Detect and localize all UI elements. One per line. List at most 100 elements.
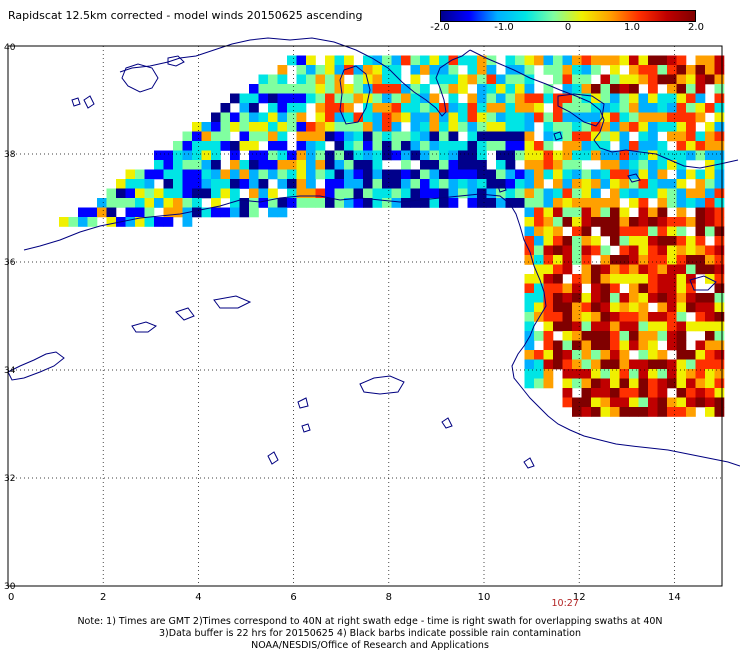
wind-cell bbox=[296, 65, 307, 75]
wind-cell bbox=[458, 169, 468, 180]
wind-cell bbox=[657, 188, 668, 199]
wind-cell bbox=[78, 217, 88, 227]
wind-cell bbox=[657, 217, 668, 227]
wind-cell bbox=[249, 179, 259, 189]
wind-cell bbox=[562, 293, 573, 303]
wind-cell bbox=[344, 65, 354, 75]
wind-cell bbox=[695, 245, 706, 256]
wind-cell bbox=[486, 74, 497, 85]
wind-cell bbox=[714, 65, 725, 75]
wind-cell bbox=[325, 55, 335, 66]
wind-cell bbox=[714, 217, 725, 227]
wind-cell bbox=[534, 179, 544, 189]
wind-cell bbox=[619, 112, 630, 123]
x-tick-label: 2 bbox=[100, 592, 106, 603]
wind-cell bbox=[410, 93, 421, 104]
wind-cell bbox=[638, 245, 649, 256]
island-menorca bbox=[167, 55, 185, 67]
wind-cell bbox=[534, 198, 544, 208]
wind-cell bbox=[486, 131, 497, 142]
wind-cell bbox=[581, 350, 592, 360]
wind-cell bbox=[581, 359, 592, 370]
wind-cell bbox=[211, 160, 221, 170]
wind-cell bbox=[163, 207, 174, 218]
wind-cell bbox=[125, 188, 136, 199]
wind-cell bbox=[372, 93, 383, 104]
wind-cell bbox=[524, 84, 535, 94]
wind-cell bbox=[372, 103, 383, 113]
wind-cell bbox=[591, 407, 601, 417]
wind-cell bbox=[600, 150, 611, 161]
wind-cell bbox=[657, 397, 668, 408]
wind-cell bbox=[562, 255, 573, 265]
wind-cell bbox=[553, 274, 563, 284]
wind-cell bbox=[220, 141, 231, 151]
wind-cell bbox=[714, 359, 725, 370]
wind-cell bbox=[524, 340, 535, 351]
wind-cell bbox=[562, 198, 573, 208]
wind-cell bbox=[534, 274, 544, 284]
wind-cell bbox=[448, 179, 459, 189]
wind-cell bbox=[667, 65, 677, 75]
wind-cell bbox=[87, 217, 98, 227]
wind-cell bbox=[515, 84, 525, 94]
wind-cell bbox=[610, 407, 620, 417]
wind-cell bbox=[562, 112, 573, 123]
wind-cell bbox=[458, 55, 468, 66]
wind-cell bbox=[239, 179, 250, 189]
wind-cell bbox=[258, 112, 269, 123]
wind-cell bbox=[667, 74, 677, 85]
wind-cell bbox=[591, 388, 601, 398]
wind-cell bbox=[325, 160, 335, 170]
wind-cell bbox=[581, 103, 592, 113]
wind-cell bbox=[211, 169, 221, 180]
wind-cell bbox=[325, 112, 335, 123]
wind-cell bbox=[619, 217, 630, 227]
wind-cell bbox=[581, 122, 592, 132]
wind-cell bbox=[420, 188, 430, 199]
wind-cell bbox=[581, 226, 592, 237]
wind-cell bbox=[344, 55, 354, 66]
wind-cell bbox=[135, 217, 145, 227]
wind-cell bbox=[524, 112, 535, 123]
wind-cell bbox=[211, 188, 221, 199]
wind-cell bbox=[572, 160, 582, 170]
wind-cell bbox=[154, 198, 164, 208]
wind-cell bbox=[705, 103, 715, 113]
wind-cell bbox=[695, 321, 706, 332]
wind-cell bbox=[344, 169, 354, 180]
wind-cell bbox=[144, 217, 155, 227]
wind-cell bbox=[572, 207, 582, 218]
wind-cell bbox=[372, 141, 383, 151]
wind-cell bbox=[382, 84, 392, 94]
wind-cell bbox=[667, 226, 677, 237]
wind-cell bbox=[648, 141, 658, 151]
wind-cell bbox=[220, 103, 231, 113]
wind-cell bbox=[562, 103, 573, 113]
wind-cell bbox=[714, 169, 725, 180]
wind-cell bbox=[534, 255, 544, 265]
wind-cell bbox=[477, 160, 487, 170]
wind-cell bbox=[287, 169, 297, 180]
wind-cell bbox=[534, 302, 544, 313]
wind-cell bbox=[201, 122, 212, 132]
wind-cell bbox=[448, 112, 459, 123]
wind-cell bbox=[667, 93, 677, 104]
wind-cell bbox=[448, 93, 459, 104]
wind-cell bbox=[600, 312, 611, 322]
wind-cell bbox=[705, 188, 715, 199]
wind-cell bbox=[667, 312, 677, 322]
wind-cell bbox=[372, 55, 383, 66]
wind-cell bbox=[306, 141, 316, 151]
wind-cell bbox=[638, 293, 649, 303]
wind-cell bbox=[353, 112, 364, 123]
wind-cell bbox=[534, 369, 544, 379]
wind-cell bbox=[686, 122, 696, 132]
wind-cell bbox=[135, 207, 145, 218]
wind-cell bbox=[410, 131, 421, 142]
wind-cell bbox=[553, 321, 563, 332]
wind-cell bbox=[325, 65, 335, 75]
wind-cell bbox=[553, 160, 563, 170]
wind-cell bbox=[600, 198, 611, 208]
wind-cell bbox=[458, 179, 468, 189]
